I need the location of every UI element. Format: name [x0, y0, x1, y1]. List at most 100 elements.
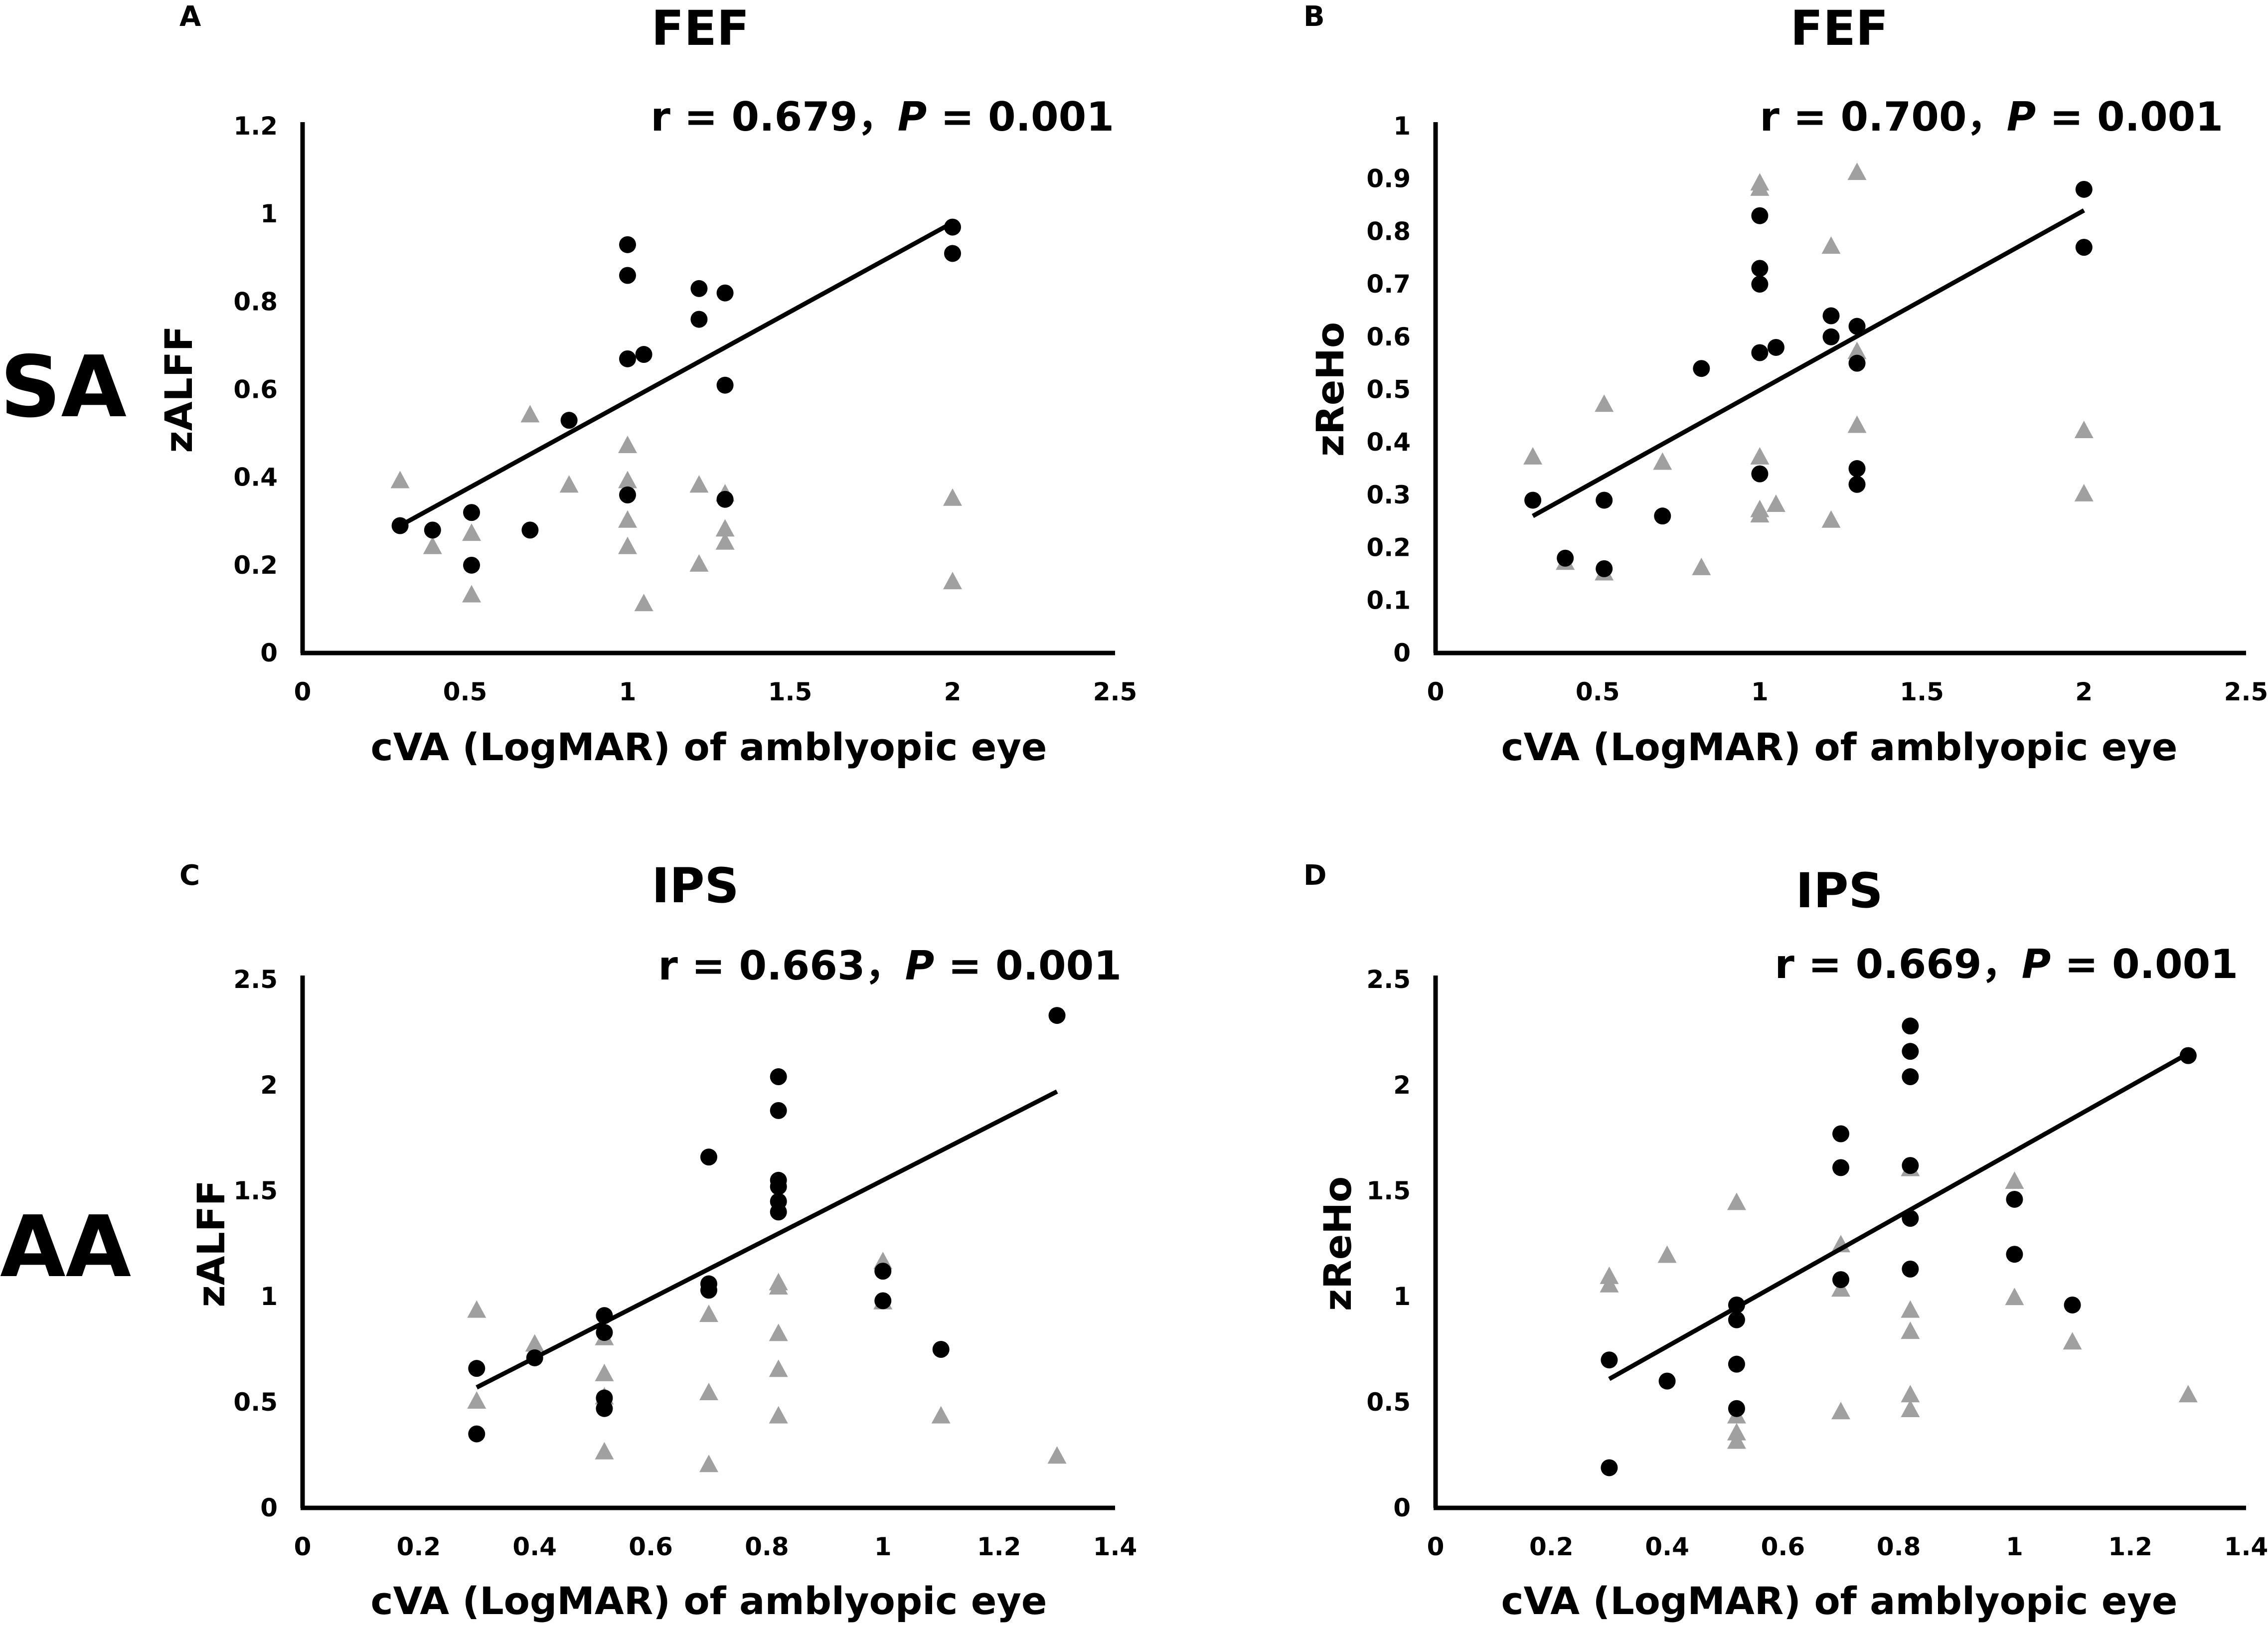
- circle-point: [700, 1148, 717, 1166]
- circle-point: [932, 1341, 950, 1358]
- y-tick-label: 0.2: [233, 551, 278, 580]
- circle-point: [2006, 1246, 2023, 1263]
- circle-point: [1902, 1157, 1919, 1174]
- circle-point: [1601, 1351, 1618, 1369]
- panel-d-stats: r = 0.669，P = 0.001: [1775, 941, 2238, 987]
- panel-d-letter: D: [1303, 859, 1326, 892]
- panel-a-x-axis-title: cVA (LogMAR) of amblyopic eye: [371, 725, 1047, 769]
- circle-point: [1902, 1017, 1919, 1035]
- triangle-point: [769, 1406, 788, 1424]
- circle-point: [596, 1400, 613, 1417]
- y-tick-label: 0.6: [233, 375, 278, 404]
- panel-d: D IPS r = 0.669，P = 0.001 0 0.5 1 1.5 2 2.5 0 0.2 0…: [1303, 859, 2268, 1623]
- x-tick-label: 0: [1427, 677, 1445, 706]
- triangle-point: [1847, 341, 1867, 359]
- triangle-point: [699, 1455, 718, 1472]
- circle-point: [1751, 465, 1769, 483]
- triangle-point: [525, 1334, 544, 1352]
- panel-d-y-axis-title: zReHo: [1315, 1176, 1360, 1311]
- x-tick-label: 0.2: [1529, 1532, 1574, 1561]
- panel-c-title: IPS: [651, 858, 739, 914]
- circle-point: [468, 1425, 486, 1443]
- circle-point: [1693, 360, 1710, 377]
- y-tick-label: 0.9: [1366, 164, 1411, 193]
- panel-c: C IPS r = 0.663，P = 0.001 0 0.5 1 1.5 2 2.5 0 0.2 0…: [179, 858, 1137, 1623]
- circle-point: [619, 236, 636, 253]
- panel-c-fit-line: [476, 1089, 1058, 1390]
- x-tick-label: 1.5: [1900, 677, 1944, 706]
- panel-a-letter: A: [179, 0, 201, 33]
- triangle-point: [1523, 447, 1543, 465]
- circle-point: [716, 284, 734, 302]
- triangle-point: [467, 1391, 486, 1409]
- y-tick-label: 2: [1393, 1071, 1411, 1100]
- circle-point: [560, 412, 578, 429]
- y-tick-label: 1.5: [233, 1176, 278, 1205]
- x-tick-label: 0: [1427, 1532, 1445, 1561]
- triangle-point: [931, 1406, 951, 1424]
- triangle-point: [1847, 163, 1867, 180]
- triangle-point: [1901, 1321, 1920, 1339]
- panel-c-stats: r = 0.663，P = 0.001: [658, 943, 1122, 989]
- triangle-point: [689, 554, 709, 572]
- triangle-point: [1901, 1385, 1920, 1403]
- circle-point: [1601, 1459, 1618, 1476]
- stats-p-symbol: P: [2022, 941, 2051, 987]
- circle-point: [1848, 354, 1866, 372]
- circle-point: [1728, 1400, 1745, 1417]
- circle-point: [619, 486, 636, 503]
- triangle-point: [2005, 1171, 2024, 1189]
- triangle-point: [618, 471, 637, 489]
- y-tick-label: 0: [1393, 639, 1411, 667]
- circle-point: [1848, 476, 1866, 493]
- circle-point: [770, 1203, 787, 1221]
- triangle-point: [1831, 1402, 1850, 1420]
- y-tick-label: 0.5: [233, 1388, 278, 1417]
- y-tick-label: 2: [260, 1071, 278, 1100]
- y-tick-label: 1: [1393, 112, 1411, 141]
- panel-b-stats: r = 0.700，P = 0.001: [1760, 94, 2223, 140]
- triangle-point: [1727, 1431, 1746, 1449]
- circle-point: [1902, 1260, 1919, 1278]
- triangle-point: [699, 1305, 718, 1322]
- circle-point: [874, 1292, 892, 1309]
- y-tick-label: 1: [1393, 1282, 1411, 1311]
- triangle-point: [2074, 421, 2094, 439]
- circle-point: [1832, 1159, 1849, 1176]
- triangle-point: [1821, 236, 1841, 254]
- y-tick-label: 0: [260, 1493, 278, 1522]
- row-label-sa: SA: [0, 338, 127, 437]
- y-tick-label: 1: [260, 1282, 278, 1311]
- y-tick-label: 0.4: [233, 463, 278, 492]
- triangle-point: [1750, 178, 1770, 196]
- triangle-point: [2063, 1332, 2082, 1350]
- panel-d-x-axis-title: cVA (LogMAR) of amblyopic eye: [1501, 1579, 2178, 1623]
- panel-c-letter: C: [179, 859, 200, 892]
- triangle-point: [1750, 505, 1770, 523]
- triangle-point: [1901, 1399, 1920, 1417]
- circle-point: [770, 1178, 787, 1195]
- triangle-point: [595, 1363, 614, 1381]
- circle-point: [1728, 1355, 1745, 1373]
- triangle-point: [699, 1383, 718, 1401]
- triangle-point: [467, 1300, 486, 1318]
- circle-point: [1596, 560, 1613, 577]
- triangle-point: [769, 1277, 788, 1295]
- x-tick-label: 2.5: [2224, 677, 2268, 706]
- y-tick-label: 0.8: [233, 287, 278, 316]
- triangle-point: [1595, 394, 1614, 412]
- triangle-point: [1047, 1446, 1067, 1464]
- stats-p-text: = 0.001: [2051, 941, 2238, 987]
- triangle-point: [1847, 415, 1867, 433]
- y-tick-label: 0.3: [1366, 481, 1411, 509]
- x-tick-label: 1.5: [768, 677, 812, 706]
- y-tick-label: 0.2: [1366, 533, 1411, 562]
- stats-p-text: = 0.001: [934, 943, 1122, 989]
- x-tick-label: 0.2: [397, 1532, 441, 1561]
- circle-point: [1751, 344, 1769, 361]
- stats-r-text: r = 0.663，: [658, 943, 905, 989]
- panel-c-y-axis-title: zALFF: [189, 1180, 233, 1307]
- x-tick-label: 1: [619, 677, 637, 706]
- y-tick-label: 0: [260, 639, 278, 667]
- circle-point: [2075, 180, 2093, 198]
